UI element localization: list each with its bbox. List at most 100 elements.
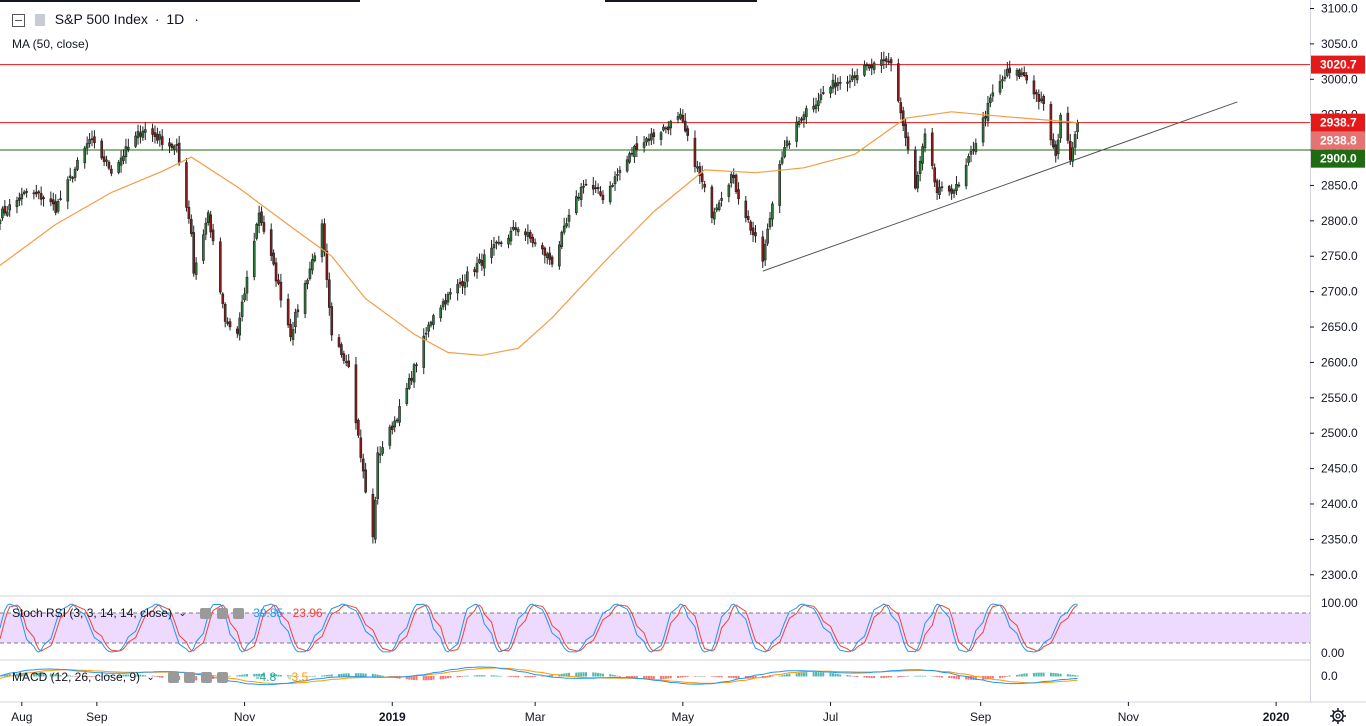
candle[interactable]: [427, 321, 430, 338]
settings-icon[interactable]: [184, 672, 196, 684]
candle[interactable]: [785, 136, 789, 149]
candle[interactable]: [1039, 91, 1043, 104]
candle[interactable]: [599, 186, 602, 197]
candle[interactable]: [1001, 75, 1004, 89]
candle[interactable]: [296, 304, 300, 318]
candle[interactable]: [679, 108, 682, 121]
candle[interactable]: [923, 128, 927, 153]
candle[interactable]: [1066, 106, 1070, 144]
candle[interactable]: [1037, 89, 1041, 110]
candle[interactable]: [974, 138, 978, 155]
candle[interactable]: [22, 189, 26, 196]
candle[interactable]: [906, 132, 910, 155]
candle[interactable]: [160, 129, 164, 151]
candle[interactable]: [528, 229, 532, 243]
candle[interactable]: [446, 291, 450, 306]
candle[interactable]: [635, 135, 639, 158]
candle[interactable]: [855, 68, 859, 84]
candle[interactable]: [223, 302, 227, 328]
candle[interactable]: [955, 176, 958, 196]
settings-icon[interactable]: [216, 608, 228, 620]
candle[interactable]: [245, 270, 249, 301]
candle[interactable]: [889, 57, 893, 72]
candle[interactable]: [596, 183, 600, 195]
candle[interactable]: [817, 92, 820, 112]
candle[interactable]: [972, 141, 975, 155]
candle[interactable]: [771, 201, 774, 227]
candle[interactable]: [746, 210, 750, 223]
candle[interactable]: [257, 205, 261, 234]
candle[interactable]: [737, 182, 740, 205]
candle[interactable]: [882, 51, 886, 70]
candle[interactable]: [579, 182, 583, 207]
candle[interactable]: [628, 151, 631, 164]
gear-icon[interactable]: [1330, 708, 1346, 724]
candle[interactable]: [100, 138, 104, 160]
candle[interactable]: [814, 97, 818, 114]
price-badge[interactable]: 2938.8: [1311, 131, 1365, 150]
price-badge[interactable]: 2938.7: [1311, 113, 1365, 132]
candle[interactable]: [647, 133, 651, 146]
candle[interactable]: [853, 71, 857, 86]
candle[interactable]: [897, 58, 900, 103]
candle[interactable]: [260, 206, 263, 226]
candle[interactable]: [458, 278, 462, 288]
candle[interactable]: [567, 209, 571, 228]
candle[interactable]: [354, 356, 358, 430]
candle[interactable]: [967, 153, 970, 166]
candle[interactable]: [867, 63, 871, 71]
candle[interactable]: [25, 188, 28, 198]
candle[interactable]: [938, 179, 941, 199]
candle[interactable]: [1018, 68, 1021, 80]
candle[interactable]: [918, 156, 922, 182]
candle[interactable]: [901, 106, 905, 131]
stoch-k-line[interactable]: [0, 603, 1078, 653]
candle[interactable]: [398, 399, 401, 427]
visibility-icon[interactable]: [200, 608, 212, 620]
stoch-d-line[interactable]: [0, 604, 1078, 652]
candle[interactable]: [744, 196, 748, 223]
candle[interactable]: [846, 75, 849, 92]
candle[interactable]: [720, 191, 723, 207]
candle[interactable]: [514, 222, 518, 236]
candle[interactable]: [957, 182, 961, 188]
candle[interactable]: [933, 163, 936, 188]
candle[interactable]: [565, 217, 568, 229]
candle[interactable]: [51, 192, 55, 211]
candle[interactable]: [441, 298, 445, 311]
candle[interactable]: [323, 218, 326, 257]
candle[interactable]: [545, 251, 549, 265]
candle[interactable]: [1049, 101, 1053, 146]
candle[interactable]: [42, 195, 45, 207]
candle[interactable]: [1032, 75, 1036, 100]
candle[interactable]: [727, 183, 731, 203]
candle[interactable]: [1, 206, 4, 221]
candle[interactable]: [482, 249, 486, 277]
candle[interactable]: [209, 211, 212, 238]
candle[interactable]: [558, 240, 561, 270]
candle[interactable]: [424, 326, 428, 341]
candle[interactable]: [211, 223, 215, 246]
candle[interactable]: [872, 61, 876, 74]
candle[interactable]: [308, 261, 312, 281]
candle[interactable]: [797, 116, 801, 128]
candle[interactable]: [1008, 60, 1012, 79]
candle[interactable]: [187, 200, 191, 224]
candle[interactable]: [642, 135, 646, 153]
candle[interactable]: [76, 157, 79, 172]
candle[interactable]: [127, 138, 130, 153]
candle[interactable]: [269, 223, 273, 262]
candle[interactable]: [85, 136, 89, 155]
candle[interactable]: [71, 176, 74, 183]
candle[interactable]: [618, 166, 622, 181]
candle[interactable]: [107, 160, 111, 171]
candle[interactable]: [584, 179, 588, 186]
candle[interactable]: [998, 74, 1002, 96]
candle[interactable]: [475, 256, 479, 279]
candle[interactable]: [325, 243, 329, 288]
candle[interactable]: [1022, 66, 1026, 78]
candle[interactable]: [303, 280, 307, 319]
candle[interactable]: [686, 125, 689, 142]
candle[interactable]: [548, 246, 551, 265]
candle[interactable]: [143, 121, 147, 141]
